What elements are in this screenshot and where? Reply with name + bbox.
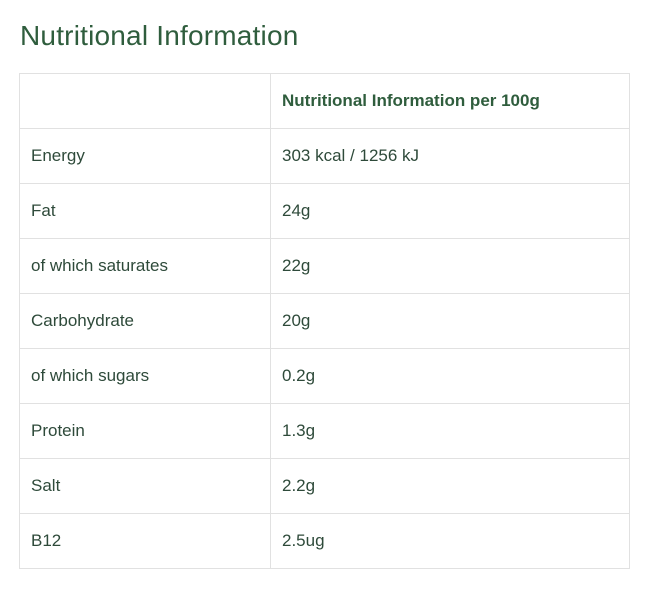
nutrient-name: B12 — [19, 513, 271, 569]
table-row: Energy 303 kcal / 1256 kJ — [19, 128, 630, 184]
nutrient-value: 2.2g — [270, 458, 630, 514]
nutrition-table: Nutritional Information per 100g Energy … — [19, 73, 630, 569]
nutrient-value: 1.3g — [270, 403, 630, 459]
nutrient-name: of which sugars — [19, 348, 271, 404]
header-cell-name — [19, 73, 271, 129]
nutrient-value: 20g — [270, 293, 630, 349]
nutrient-name: Salt — [19, 458, 271, 514]
table-row: Protein 1.3g — [19, 403, 630, 459]
nutrient-value: 0.2g — [270, 348, 630, 404]
nutrient-name: Carbohydrate — [19, 293, 271, 349]
header-cell-value: Nutritional Information per 100g — [270, 73, 630, 129]
nutrient-value: 2.5ug — [270, 513, 630, 569]
table-row: Fat 24g — [19, 183, 630, 239]
table-row: of which sugars 0.2g — [19, 348, 630, 404]
nutrient-value: 22g — [270, 238, 630, 294]
table-row: B12 2.5ug — [19, 513, 630, 569]
nutrient-name: Fat — [19, 183, 271, 239]
nutrient-value: 24g — [270, 183, 630, 239]
nutrient-name: Energy — [19, 128, 271, 184]
page-title: Nutritional Information — [20, 20, 299, 51]
table-row: Salt 2.2g — [19, 458, 630, 514]
nutrient-name: Protein — [19, 403, 271, 459]
table-row: Carbohydrate 20g — [19, 293, 630, 349]
table-header-row: Nutritional Information per 100g — [19, 73, 630, 129]
table-row: of which saturates 22g — [19, 238, 630, 294]
nutrient-value: 303 kcal / 1256 kJ — [270, 128, 630, 184]
nutrient-name: of which saturates — [19, 238, 271, 294]
